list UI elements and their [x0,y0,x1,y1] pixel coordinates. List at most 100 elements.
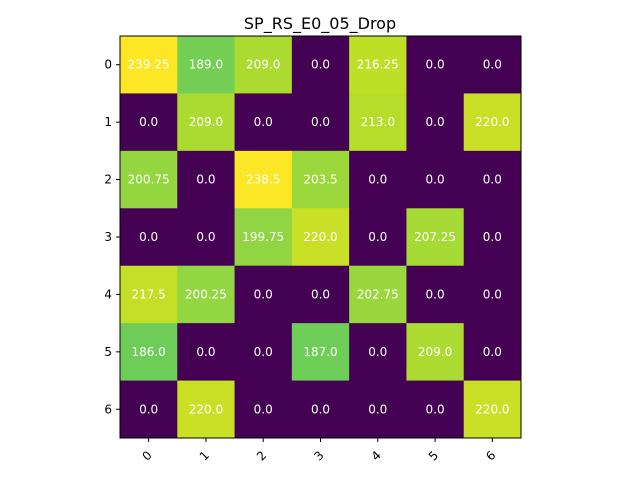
heatmap-cell-r1-c2 [234,93,293,152]
heatmap-cell-r1-c3 [291,93,350,152]
x-tick-label-1: 1 [197,448,212,463]
heatmap-cell-r1-c4 [349,93,407,152]
cell-value-label-r3-c2: 199.75 [242,230,284,244]
x-tick-label-3: 3 [311,448,326,463]
cell-value-label-r2-c1: 0.0 [196,173,215,187]
heatmap-cell-r4-c1 [177,265,236,324]
cell-value-label-r0-c0: 239.25 [128,58,170,72]
heatmap-cell-r2-c2 [234,150,293,209]
cell-value-label-r2-c5: 0.0 [426,173,445,187]
y-tick-label-5: 5 [104,345,112,359]
heatmap-cell-r4-c3 [291,265,350,324]
heatmap-cell-r6-c6 [463,380,522,439]
cell-value-label-r6-c0: 0.0 [139,402,158,416]
heatmap-cell-r3-c2 [234,208,293,267]
cell-value-label-r1-c3: 0.0 [311,115,330,129]
cell-value-label-r2-c3: 203.5 [303,173,337,187]
heatmap-cell-r0-c5 [406,36,465,94]
cell-value-label-r0-c5: 0.0 [426,58,445,72]
cell-value-label-r3-c0: 0.0 [139,230,158,244]
heatmap-cell-r5-c3 [291,323,350,382]
heatmap-cell-r1-c1 [177,93,236,152]
cell-value-label-r2-c4: 0.0 [368,173,387,187]
heatmap-cell-r0-c6 [463,36,522,94]
cell-value-label-r1-c5: 0.0 [426,115,445,129]
x-axis: 0 1 2 3 4 5 6 [139,438,498,464]
cell-value-label-r6-c5: 0.0 [426,402,445,416]
y-axis: 0 1 2 3 4 5 6 [104,58,120,416]
x-tick-label-2: 2 [254,448,269,463]
heatmap-cell-r4-c6 [463,265,522,324]
cell-value-label-r1-c0: 0.0 [139,115,158,129]
heatmap-cell-r2-c3 [291,150,350,209]
cell-value-label-r6-c4: 0.0 [368,402,387,416]
cell-value-label-r1-c2: 0.0 [254,115,273,129]
cell-value-label-r2-c6: 0.0 [483,173,502,187]
heatmap-cell-r6-c3 [291,380,350,439]
chart-title: SP_RS_E0_05_Drop [244,14,396,34]
heatmap-cell-r1-c0 [120,93,178,152]
cell-value-label-r1-c4: 213.0 [361,115,395,129]
cell-value-label-r4-c1: 200.25 [185,287,227,301]
heatmap-cell-r4-c0 [120,265,178,324]
heatmap-cell-r3-c0 [120,208,178,267]
heatmap-cell-r5-c2 [234,323,293,382]
x-tick-label-6: 6 [483,448,498,463]
cell-value-label-r0-c2: 209.0 [246,58,280,72]
heatmap-cell-r0-c0 [120,36,178,94]
heatmap-cell-r2-c1 [177,150,236,209]
heatmap-cell-r0-c3 [291,36,350,94]
y-tick-label-1: 1 [104,115,112,129]
heatmap-cell-r0-c2 [234,36,293,94]
cell-value-label-r5-c1: 0.0 [196,345,215,359]
heatmap-cell-r5-c5 [406,323,465,382]
heatmap-cell-r6-c1 [177,380,236,439]
cell-value-label-r6-c1: 220.0 [189,402,223,416]
heatmap-cell-r2-c4 [349,150,407,209]
cell-value-label-r3-c3: 220.0 [303,230,337,244]
cell-value-label-r4-c6: 0.0 [483,287,502,301]
heatmap-cell-r5-c4 [349,323,407,382]
heatmap-cell-r4-c5 [406,265,465,324]
heatmap-cell-r4-c4 [349,265,407,324]
heatmap-cell-r2-c5 [406,150,465,209]
cell-value-label-r4-c3: 0.0 [311,287,330,301]
heatmap-cell-labels: 239.25 189.0 209.0 0.0 216.25 0.0 0.0 0.0 209.0 0… [128,58,510,417]
x-tick-label-5: 5 [426,448,441,463]
cell-value-label-r0-c4: 216.25 [357,58,399,72]
y-tick-label-6: 6 [104,402,112,416]
cell-value-label-r4-c0: 217.5 [131,287,165,301]
cell-value-label-r2-c2: 238.5 [246,173,280,187]
cell-value-label-r4-c4: 202.75 [357,287,399,301]
heatmap-cell-r0-c1 [177,36,236,94]
x-tick-label-4: 4 [369,448,384,463]
heatmap-cell-r6-c0 [120,380,178,439]
y-tick-label-3: 3 [104,230,112,244]
cell-value-label-r3-c1: 0.0 [196,230,215,244]
heatmap-cell-r3-c1 [177,208,236,267]
heatmap-cell-r3-c5 [406,208,465,267]
y-tick-label-0: 0 [104,58,112,72]
cell-value-label-r5-c6: 0.0 [483,345,502,359]
cell-value-label-r5-c4: 0.0 [368,345,387,359]
cell-value-label-r3-c5: 207.25 [414,230,456,244]
cell-value-label-r6-c3: 0.0 [311,402,330,416]
cell-value-label-r0-c3: 0.0 [311,58,330,72]
heatmap-cell-r3-c3 [291,208,350,267]
cell-value-label-r6-c2: 0.0 [254,402,273,416]
cell-value-label-r1-c1: 209.0 [189,115,223,129]
cell-value-label-r4-c2: 0.0 [254,287,273,301]
cell-value-label-r5-c3: 187.0 [303,345,337,359]
heatmap-cells [120,36,522,439]
cell-value-label-r0-c6: 0.0 [483,58,502,72]
heatmap-cell-r3-c6 [463,208,522,267]
y-tick-label-2: 2 [104,173,112,187]
cell-value-label-r5-c2: 0.0 [254,345,273,359]
heatmap-cell-r5-c6 [463,323,522,382]
x-tick-label-0: 0 [139,448,154,463]
heatmap-cell-r6-c2 [234,380,293,439]
cell-value-label-r5-c0: 186.0 [131,345,165,359]
cell-value-label-r3-c4: 0.0 [368,230,387,244]
heatmap-cell-r3-c4 [349,208,407,267]
